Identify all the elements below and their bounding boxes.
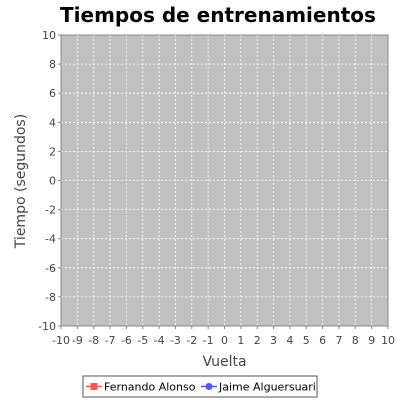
legend-box bbox=[82, 375, 318, 398]
legend-item-series-2: Jaime Alguersuari bbox=[201, 381, 316, 394]
x-tick-label: 1 bbox=[237, 334, 244, 347]
y-tick-label: -4 bbox=[45, 233, 56, 246]
x-tick-label: -9 bbox=[72, 334, 83, 347]
chart-title: Tiempos de entrenamientos bbox=[60, 3, 376, 27]
y-axis-label: Tiempo (segundos) bbox=[13, 114, 29, 249]
x-tick-label: -7 bbox=[105, 334, 116, 347]
x-tick-label: 10 bbox=[381, 334, 395, 347]
x-tick-label: -1 bbox=[203, 334, 214, 347]
plot-area bbox=[60, 34, 389, 327]
x-tick-label: -3 bbox=[170, 334, 181, 347]
legend-item-series-1: Fernando Alonso bbox=[86, 381, 196, 394]
y-tick-label: 2 bbox=[49, 145, 56, 158]
y-tick-label: 8 bbox=[49, 58, 56, 71]
x-tick-label: 7 bbox=[335, 334, 342, 347]
y-tick-label: 6 bbox=[49, 87, 56, 100]
x-tick-label: 9 bbox=[368, 334, 375, 347]
x-tick-label: 4 bbox=[286, 334, 293, 347]
x-tick-label: 5 bbox=[303, 334, 310, 347]
legend: Fernando Alonso Jaime Alguersuari bbox=[82, 375, 318, 398]
y-tick-label: -10 bbox=[38, 320, 56, 333]
x-tick-label: -2 bbox=[186, 334, 197, 347]
legend-square-marker bbox=[90, 383, 98, 390]
y-tick-label: 0 bbox=[49, 175, 56, 188]
x-tick-label: -4 bbox=[154, 334, 165, 347]
x-tick-label: -6 bbox=[121, 334, 132, 347]
y-tick-label: 4 bbox=[49, 116, 56, 129]
legend-label-series-1: Fernando Alonso bbox=[104, 381, 196, 394]
x-tick-label: -10 bbox=[52, 334, 70, 347]
y-tick-label: -2 bbox=[45, 204, 56, 217]
x-axis-label: Vuelta bbox=[202, 354, 246, 370]
x-tick-label: 2 bbox=[254, 334, 261, 347]
y-axis-ticks: 10 8 6 4 2 0 -2 -4 -6 -8 -10 bbox=[38, 29, 61, 333]
x-tick-label: 8 bbox=[352, 334, 359, 347]
x-tick-label: -5 bbox=[137, 334, 148, 347]
x-tick-label: 3 bbox=[270, 334, 277, 347]
y-tick-label: -8 bbox=[45, 291, 56, 304]
x-tick-label: 0 bbox=[221, 334, 228, 347]
legend-label-series-2: Jaime Alguersuari bbox=[218, 381, 316, 394]
y-tick-label: -6 bbox=[45, 262, 56, 275]
y-tick-label: 10 bbox=[42, 29, 56, 42]
legend-circle-marker bbox=[205, 383, 213, 390]
x-axis-ticks: -10 -9 -8 -7 -6 -5 -4 -3 -2 -1 0 1 2 3 4 5 6 7 8 9 10 bbox=[52, 326, 395, 347]
x-tick-label: 6 bbox=[319, 334, 326, 347]
x-tick-label: -8 bbox=[88, 334, 99, 347]
